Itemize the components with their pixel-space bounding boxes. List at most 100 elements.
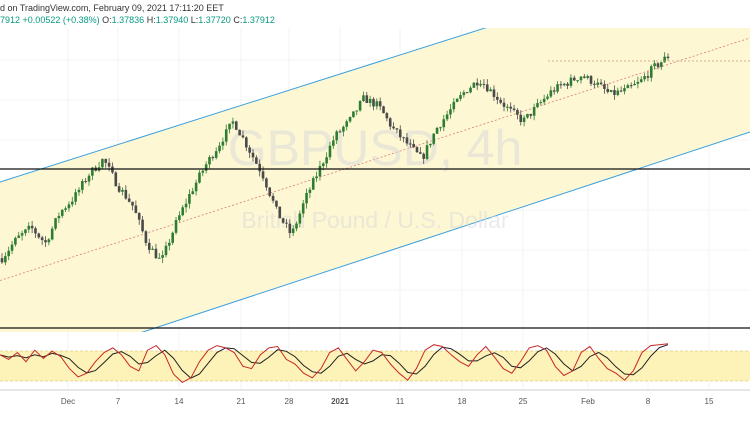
candle-body-152 (509, 106, 513, 109)
candle-body-147 (492, 89, 496, 97)
candle-body-62 (208, 157, 211, 165)
channel-lower-line (141, 131, 750, 332)
candle-body-71 (238, 129, 241, 136)
candle-body-191 (639, 79, 643, 82)
stoch-band (0, 351, 750, 381)
candle-body-190 (636, 81, 640, 84)
candle-body-45 (151, 248, 154, 250)
candle-body-185 (619, 90, 623, 92)
candle-body-73 (245, 137, 248, 148)
candle-body-79 (265, 178, 268, 188)
candle-body-20 (67, 204, 71, 209)
candle-body-174 (583, 76, 586, 78)
candle-body-31 (104, 159, 108, 163)
candle-body-75 (251, 152, 255, 158)
candle-body-11 (37, 233, 41, 238)
candle-body-16 (54, 218, 57, 229)
candle-body-4 (14, 237, 17, 245)
candle-body-129 (432, 133, 436, 144)
watermark-name: British Pound / U.S. Dollar (241, 207, 509, 233)
candle-body-78 (261, 171, 265, 179)
time-tick-0: Dec (61, 397, 75, 406)
candle-body-72 (241, 135, 245, 138)
candle-body-166 (556, 84, 559, 92)
candle-body-57 (191, 191, 195, 195)
candle-body-1 (4, 256, 7, 263)
channel-band (0, 28, 750, 332)
candle-body-164 (549, 90, 553, 97)
candle-body-22 (74, 192, 77, 202)
candle-body-108 (362, 95, 365, 102)
ohlc-legend: 7912 +0.00522 (+0.38%) O:1.37836 H:1.379… (0, 15, 275, 25)
candle-body-85 (285, 222, 288, 224)
time-axis: Dec 7 14 21 28 2021 11 18 25 Feb 8 15 (61, 397, 714, 406)
candle-body-180 (603, 84, 606, 89)
candle-body-83 (278, 206, 282, 219)
candle-body-105 (352, 111, 355, 118)
candle-body-36 (121, 189, 124, 192)
candle-body-128 (429, 143, 432, 146)
candle-body-127 (425, 145, 429, 159)
low-label: L: (190, 15, 199, 25)
candle-body-163 (546, 96, 549, 99)
candle-body-143 (479, 83, 482, 86)
candle-body-94 (315, 176, 318, 179)
candle-body-92 (308, 189, 312, 193)
candle-body-49 (164, 245, 168, 256)
candle-body-106 (355, 110, 359, 112)
candle-body-55 (184, 203, 188, 208)
candle-body-27 (91, 167, 94, 176)
candle-body-3 (10, 244, 14, 251)
candle-body-159 (532, 107, 536, 116)
candle-body-17 (57, 215, 61, 219)
candle-body-119 (398, 129, 402, 138)
candle-body-141 (472, 82, 476, 88)
candle-body-69 (231, 121, 235, 124)
candle-body-77 (258, 163, 261, 172)
candle-body-54 (181, 207, 185, 216)
candle-body-98 (328, 145, 332, 158)
candle-body-43 (144, 231, 148, 243)
candle-body-52 (174, 220, 178, 233)
candle-body-131 (439, 127, 442, 129)
candle-body-134 (449, 109, 452, 115)
candle-body-149 (499, 99, 502, 103)
candle-body-60 (201, 170, 205, 173)
candle-body-176 (589, 76, 593, 84)
candle-body-0 (0, 258, 4, 263)
time-tick-7: 18 (458, 397, 467, 406)
candle-body-121 (405, 137, 409, 144)
candle-body-90 (301, 203, 305, 214)
candle-body-124 (415, 147, 419, 153)
candle-body-46 (154, 248, 158, 259)
candle-body-122 (409, 143, 412, 145)
candle-body-182 (609, 90, 613, 92)
time-tick-5: 2021 (331, 397, 349, 406)
open-label: O: (102, 15, 112, 25)
candle-body-81 (271, 195, 275, 201)
candle-body-32 (107, 162, 111, 167)
candle-body-53 (178, 215, 181, 221)
candle-body-97 (325, 157, 328, 164)
candle-body-167 (559, 84, 563, 86)
candle-body-14 (47, 239, 51, 243)
candle-body-181 (606, 88, 610, 92)
candle-body-109 (365, 95, 369, 103)
time-tick-1: 7 (116, 397, 121, 406)
candle-body-34 (114, 172, 118, 187)
candle-body-156 (522, 117, 526, 122)
candle-body-40 (134, 205, 138, 214)
candle-body-130 (435, 127, 439, 134)
candle-body-25 (84, 181, 87, 183)
candle-body-189 (633, 83, 636, 86)
candle-body-199 (666, 56, 670, 59)
candle-body-91 (305, 192, 308, 204)
candle-body-26 (87, 175, 91, 182)
candle-body-114 (382, 106, 385, 114)
candle-body-140 (469, 87, 472, 93)
candle-body-102 (342, 126, 345, 132)
candle-body-157 (526, 113, 529, 118)
candle-body-175 (586, 76, 589, 78)
candle-body-138 (462, 92, 466, 96)
